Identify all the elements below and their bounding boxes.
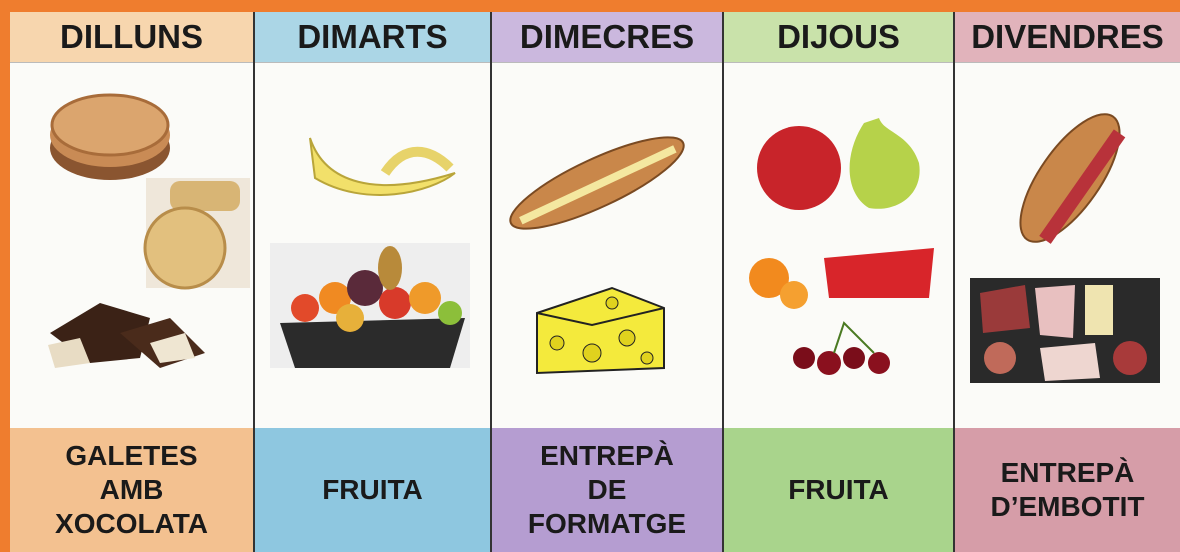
day-images [955,63,1180,428]
day-header: DILLUNS [10,12,253,63]
day-footer: FRUITA [724,428,953,552]
day-footer: ENTREPÀ DE FORMATGE [492,428,722,552]
illustration [970,113,1160,383]
illustration [48,93,250,368]
illustration [270,137,470,368]
snack-text: DE [587,474,627,506]
day-images [724,63,953,428]
snack-text: FRUITA [322,474,423,506]
snack-text: FRUITA [788,474,889,506]
day-images [255,63,490,428]
snack-text: ENTREPÀ [540,440,674,472]
day-header: DIMARTS [255,12,490,63]
day-header: DIVENDRES [955,12,1180,63]
day-footer: FRUITA [255,428,490,552]
snack-board: DILLUNS GALETES AMB XOCOLATA DIMARTS [10,12,1180,552]
snack-text: FORMATGE [527,508,687,540]
day-header: DIMECRES [492,12,722,63]
snack-text: XOCOLATA [55,508,208,540]
day-column: DILLUNS GALETES AMB XOCOLATA [10,12,253,552]
snack-text: ENTREPÀ [1000,457,1135,489]
day-column: DIMARTS FRUITA [253,12,490,552]
day-column: DIMECRES ENTREPÀ DE FORMATGE [490,12,722,552]
snack-text: D’EMBOTIT [990,491,1145,523]
day-images [492,63,722,428]
illustration [749,117,934,375]
day-images [10,63,253,428]
illustration [509,136,685,374]
day-footer: ENTREPÀ D’EMBOTIT [955,428,1180,552]
day-column: DIVENDRES ENTREPÀ D’EMBOTIT [953,12,1180,552]
snack-text: AMB [99,474,164,506]
day-column: DIJOUS FRUITA [722,12,953,552]
snack-text: GALETES [65,440,198,472]
day-footer: GALETES AMB XOCOLATA [10,428,253,552]
day-header: DIJOUS [724,12,953,63]
